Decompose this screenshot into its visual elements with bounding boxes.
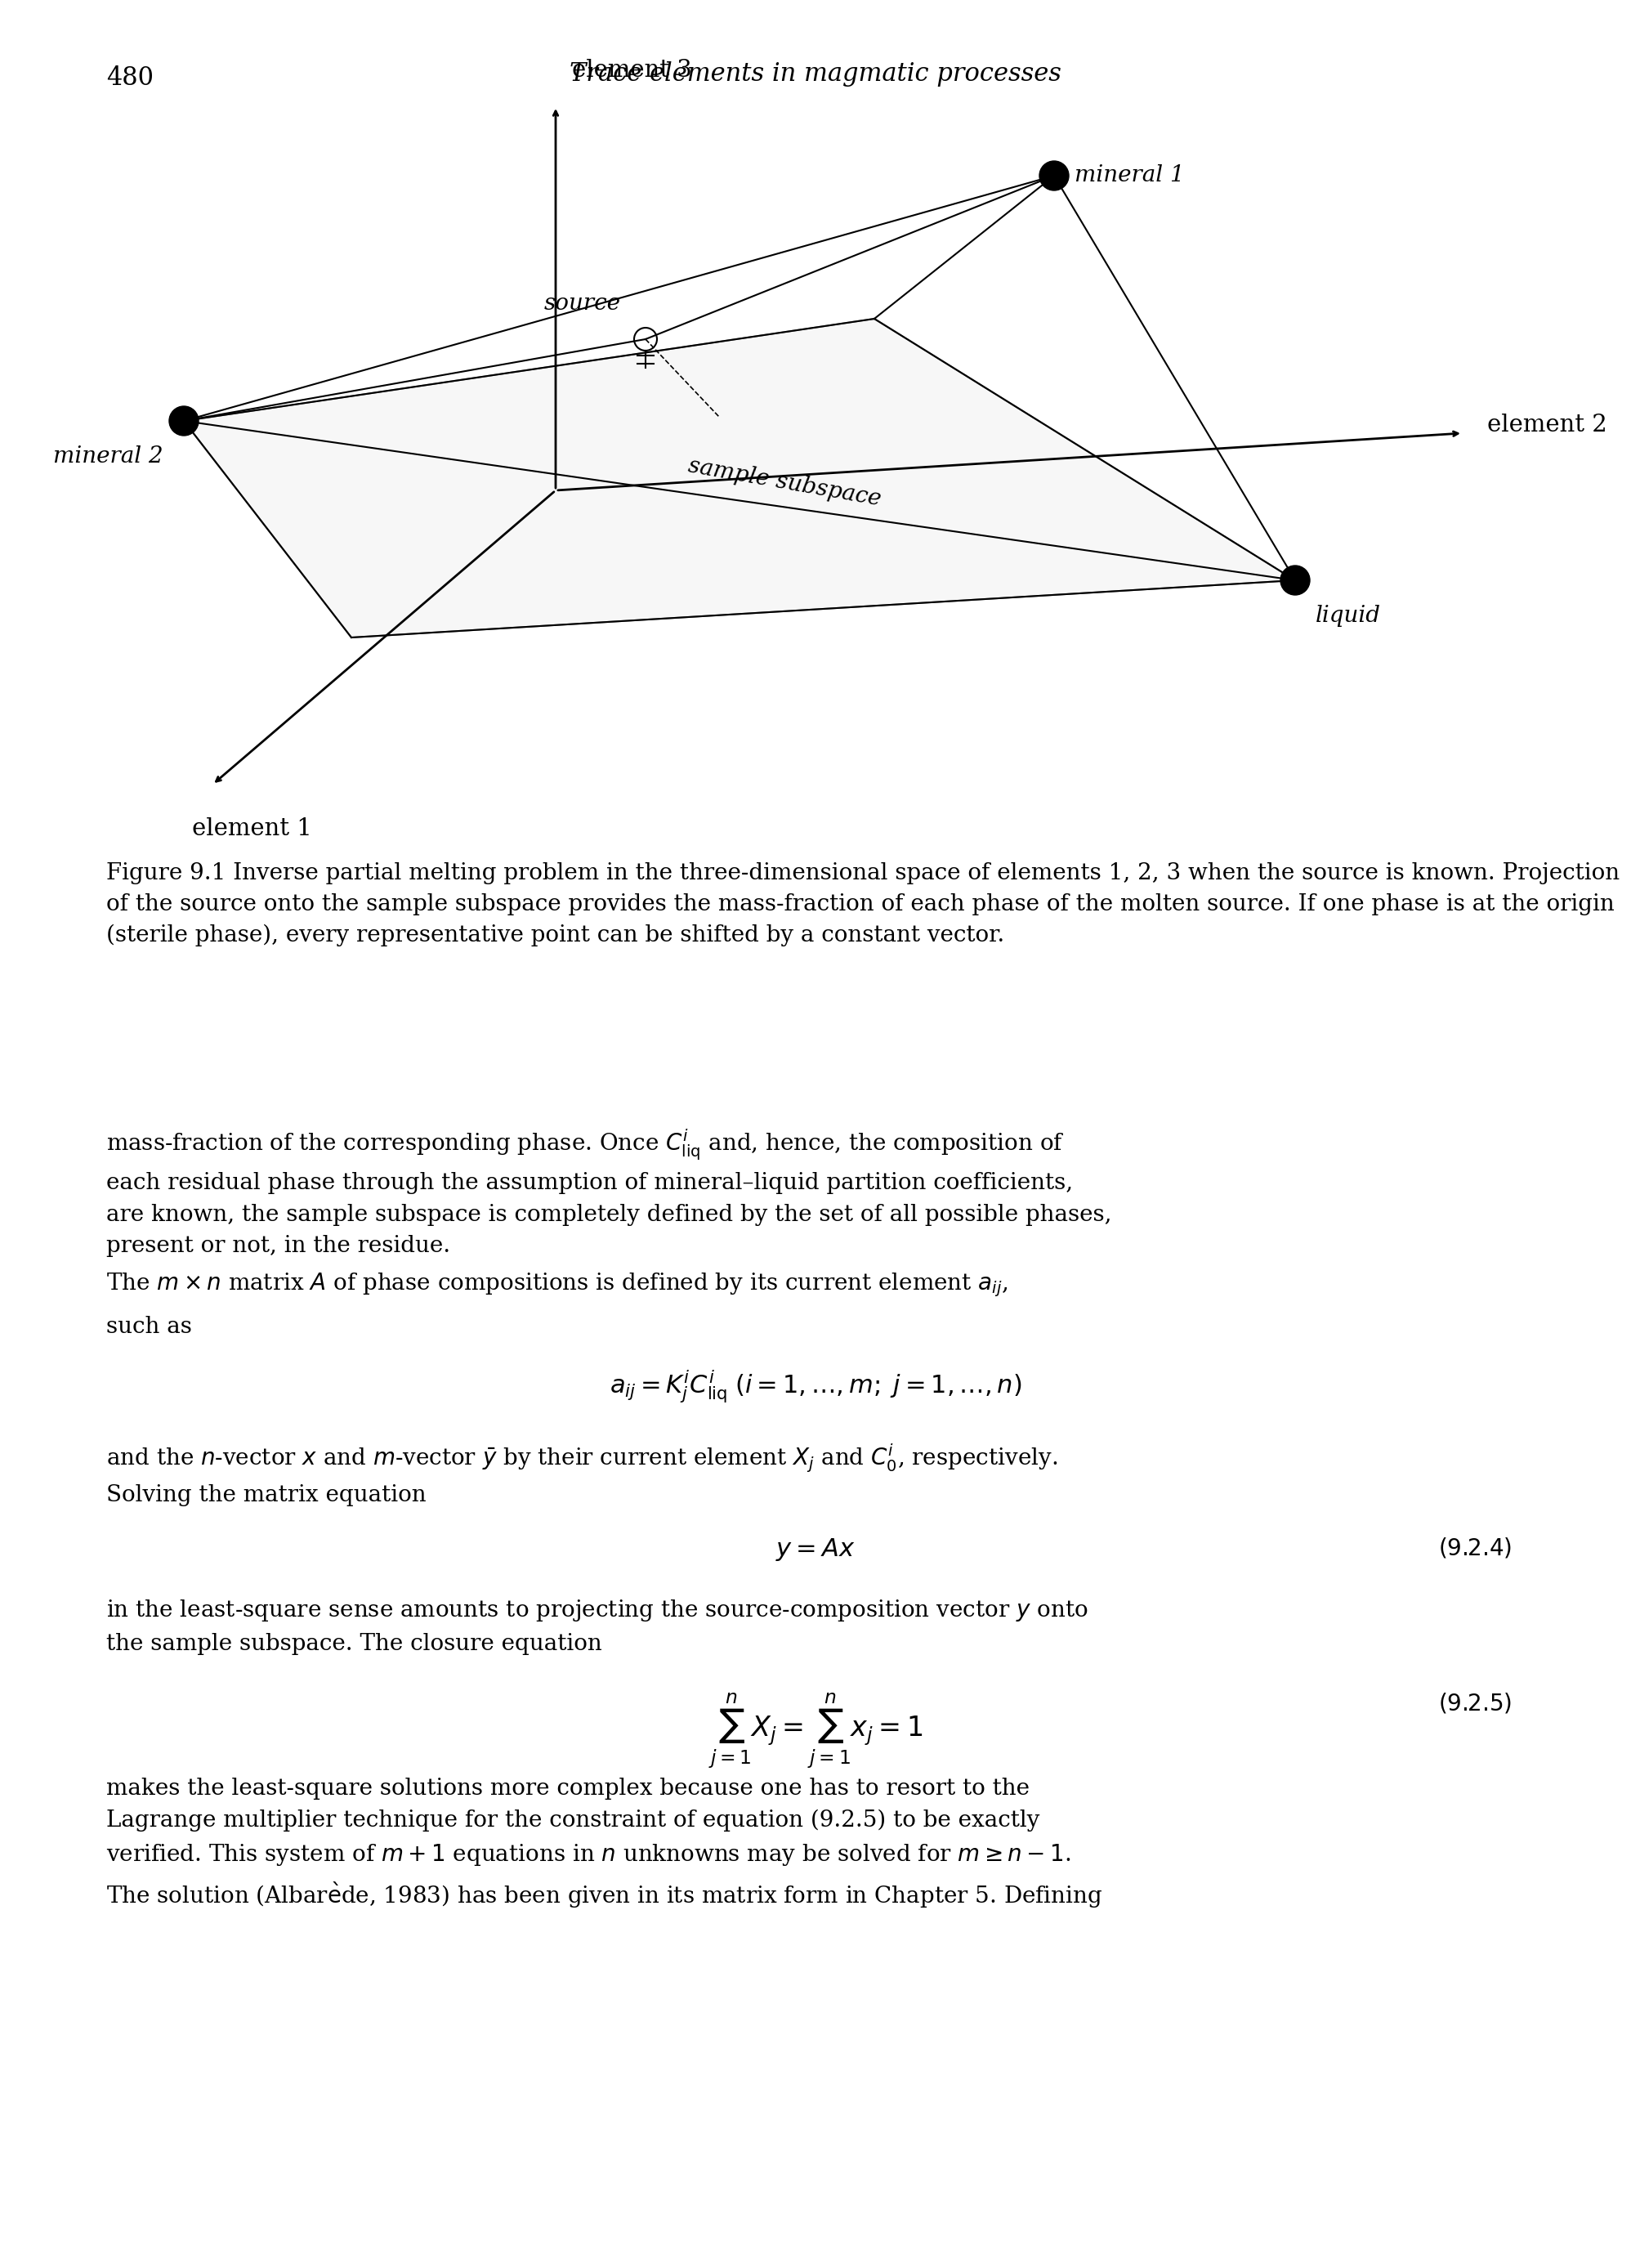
Text: $(9.2.4)$: $(9.2.4)$: [1439, 1535, 1512, 1560]
Text: $a_{ij} = K_j^{i}C_{\mathrm{liq}}^{i}\;(i=1,\ldots,m;\;j=1,\ldots,n)$: $a_{ij} = K_j^{i}C_{\mathrm{liq}}^{i}\;(…: [610, 1370, 1021, 1406]
Text: $y = Ax$: $y = Ax$: [776, 1535, 855, 1563]
Text: mass-fraction of the corresponding phase. Once $C_{\mathrm{liq}}^{i}$ and, hence: mass-fraction of the corresponding phase…: [106, 1127, 1112, 1256]
Polygon shape: [184, 320, 1295, 637]
Text: element 1: element 1: [192, 816, 312, 839]
Text: The $m \times n$ matrix $A$ of phase compositions is defined by its current elem: The $m \times n$ matrix $A$ of phase com…: [106, 1270, 1008, 1297]
Text: source: source: [545, 293, 621, 315]
Text: 480: 480: [106, 66, 153, 91]
Text: in the least-square sense amounts to projecting the source-composition vector $y: in the least-square sense amounts to pro…: [106, 1599, 1088, 1656]
Text: such as: such as: [106, 1315, 192, 1338]
Text: mineral 1: mineral 1: [1075, 166, 1184, 186]
Text: Trace elements in magmatic processes: Trace elements in magmatic processes: [569, 61, 1062, 86]
Circle shape: [1039, 161, 1068, 191]
Circle shape: [170, 406, 199, 435]
Text: Figure 9.1 Inverse partial melting problem in the three-dimensional space of ele: Figure 9.1 Inverse partial melting probl…: [106, 862, 1620, 946]
Text: liquid: liquid: [1316, 606, 1381, 626]
Text: and the $n$-vector $x$ and $m$-vector $\bar{y}$ by their current element $X_j$ a: and the $n$-vector $x$ and $m$-vector $\…: [106, 1442, 1057, 1506]
Text: $\sum_{j=1}^{n} X_j = \sum_{j=1}^{n} x_j = 1$: $\sum_{j=1}^{n} X_j = \sum_{j=1}^{n} x_j…: [708, 1692, 923, 1771]
Circle shape: [1280, 565, 1310, 594]
Text: element 2: element 2: [1487, 413, 1607, 435]
Text: mineral 2: mineral 2: [54, 445, 163, 467]
Text: sample subspace: sample subspace: [687, 454, 882, 510]
Text: makes the least-square solutions more complex because one has to resort to the
L: makes the least-square solutions more co…: [106, 1778, 1103, 1910]
Text: element 3: element 3: [572, 59, 692, 82]
Text: $(9.2.5)$: $(9.2.5)$: [1439, 1692, 1512, 1715]
